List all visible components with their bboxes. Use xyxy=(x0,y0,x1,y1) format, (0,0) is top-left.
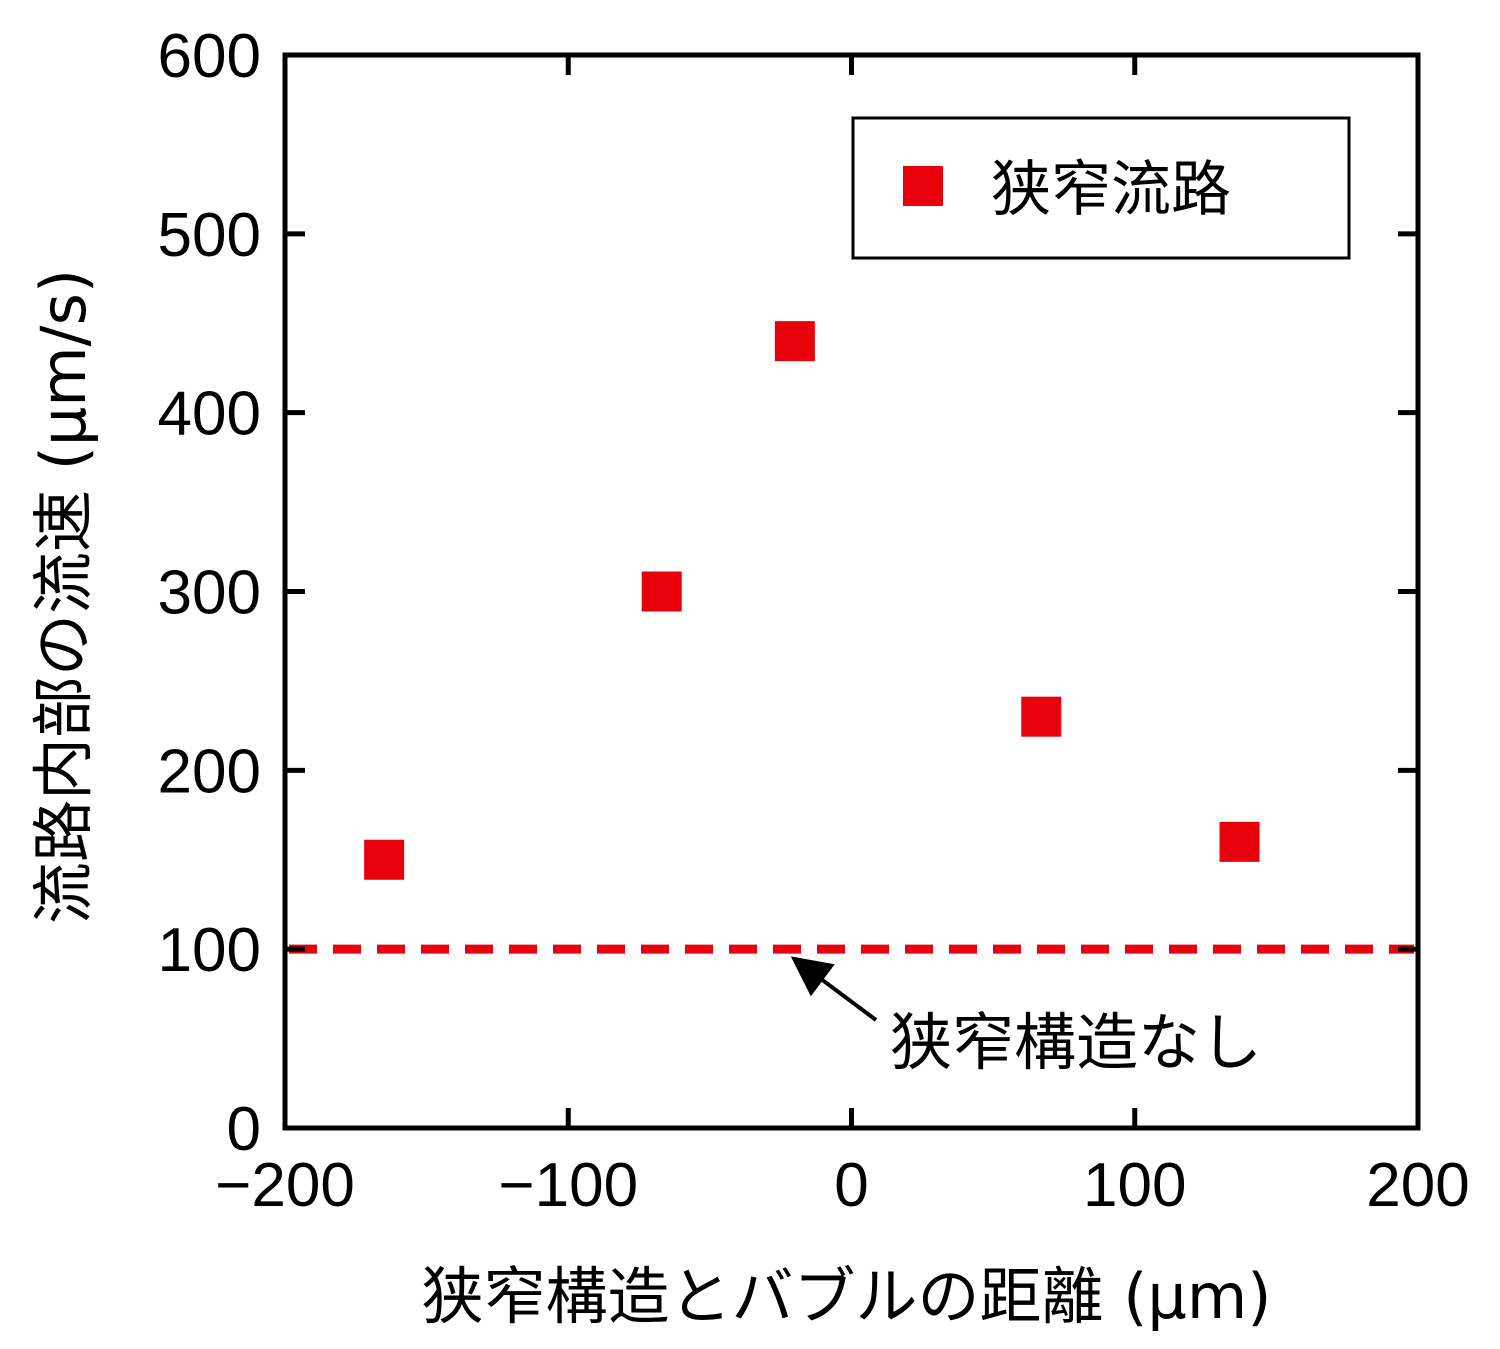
y-axis-title: 流路内部の流速 (μm/s) xyxy=(27,269,100,924)
x-tick-label: 200 xyxy=(1366,1151,1469,1220)
x-axis-title: 狭窄構造とバブルの距離 (μm) xyxy=(422,1260,1272,1333)
y-tick-label: 0 xyxy=(227,1095,261,1164)
legend-label: 狭窄流路 xyxy=(991,155,1231,225)
y-tick-label: 600 xyxy=(158,22,261,91)
data-point xyxy=(364,839,405,880)
y-tick-label: 300 xyxy=(158,559,261,628)
annotation-arrow xyxy=(790,956,878,1022)
data-point xyxy=(1021,696,1062,737)
x-tick-label: −200 xyxy=(215,1151,355,1220)
x-tick-label: 100 xyxy=(1083,1151,1186,1220)
legend-marker xyxy=(903,166,943,206)
y-tick-label: 500 xyxy=(158,201,261,270)
x-tick-label: 0 xyxy=(834,1151,868,1220)
data-point xyxy=(774,321,815,362)
y-tick-label: 400 xyxy=(158,380,261,449)
x-tick-label: −100 xyxy=(498,1151,638,1220)
data-point xyxy=(1219,821,1260,862)
annotation-label: 狭窄構造なし xyxy=(890,1006,1262,1079)
data-point xyxy=(641,571,682,612)
y-tick-label: 100 xyxy=(158,916,261,985)
y-tick-label: 200 xyxy=(158,737,261,806)
